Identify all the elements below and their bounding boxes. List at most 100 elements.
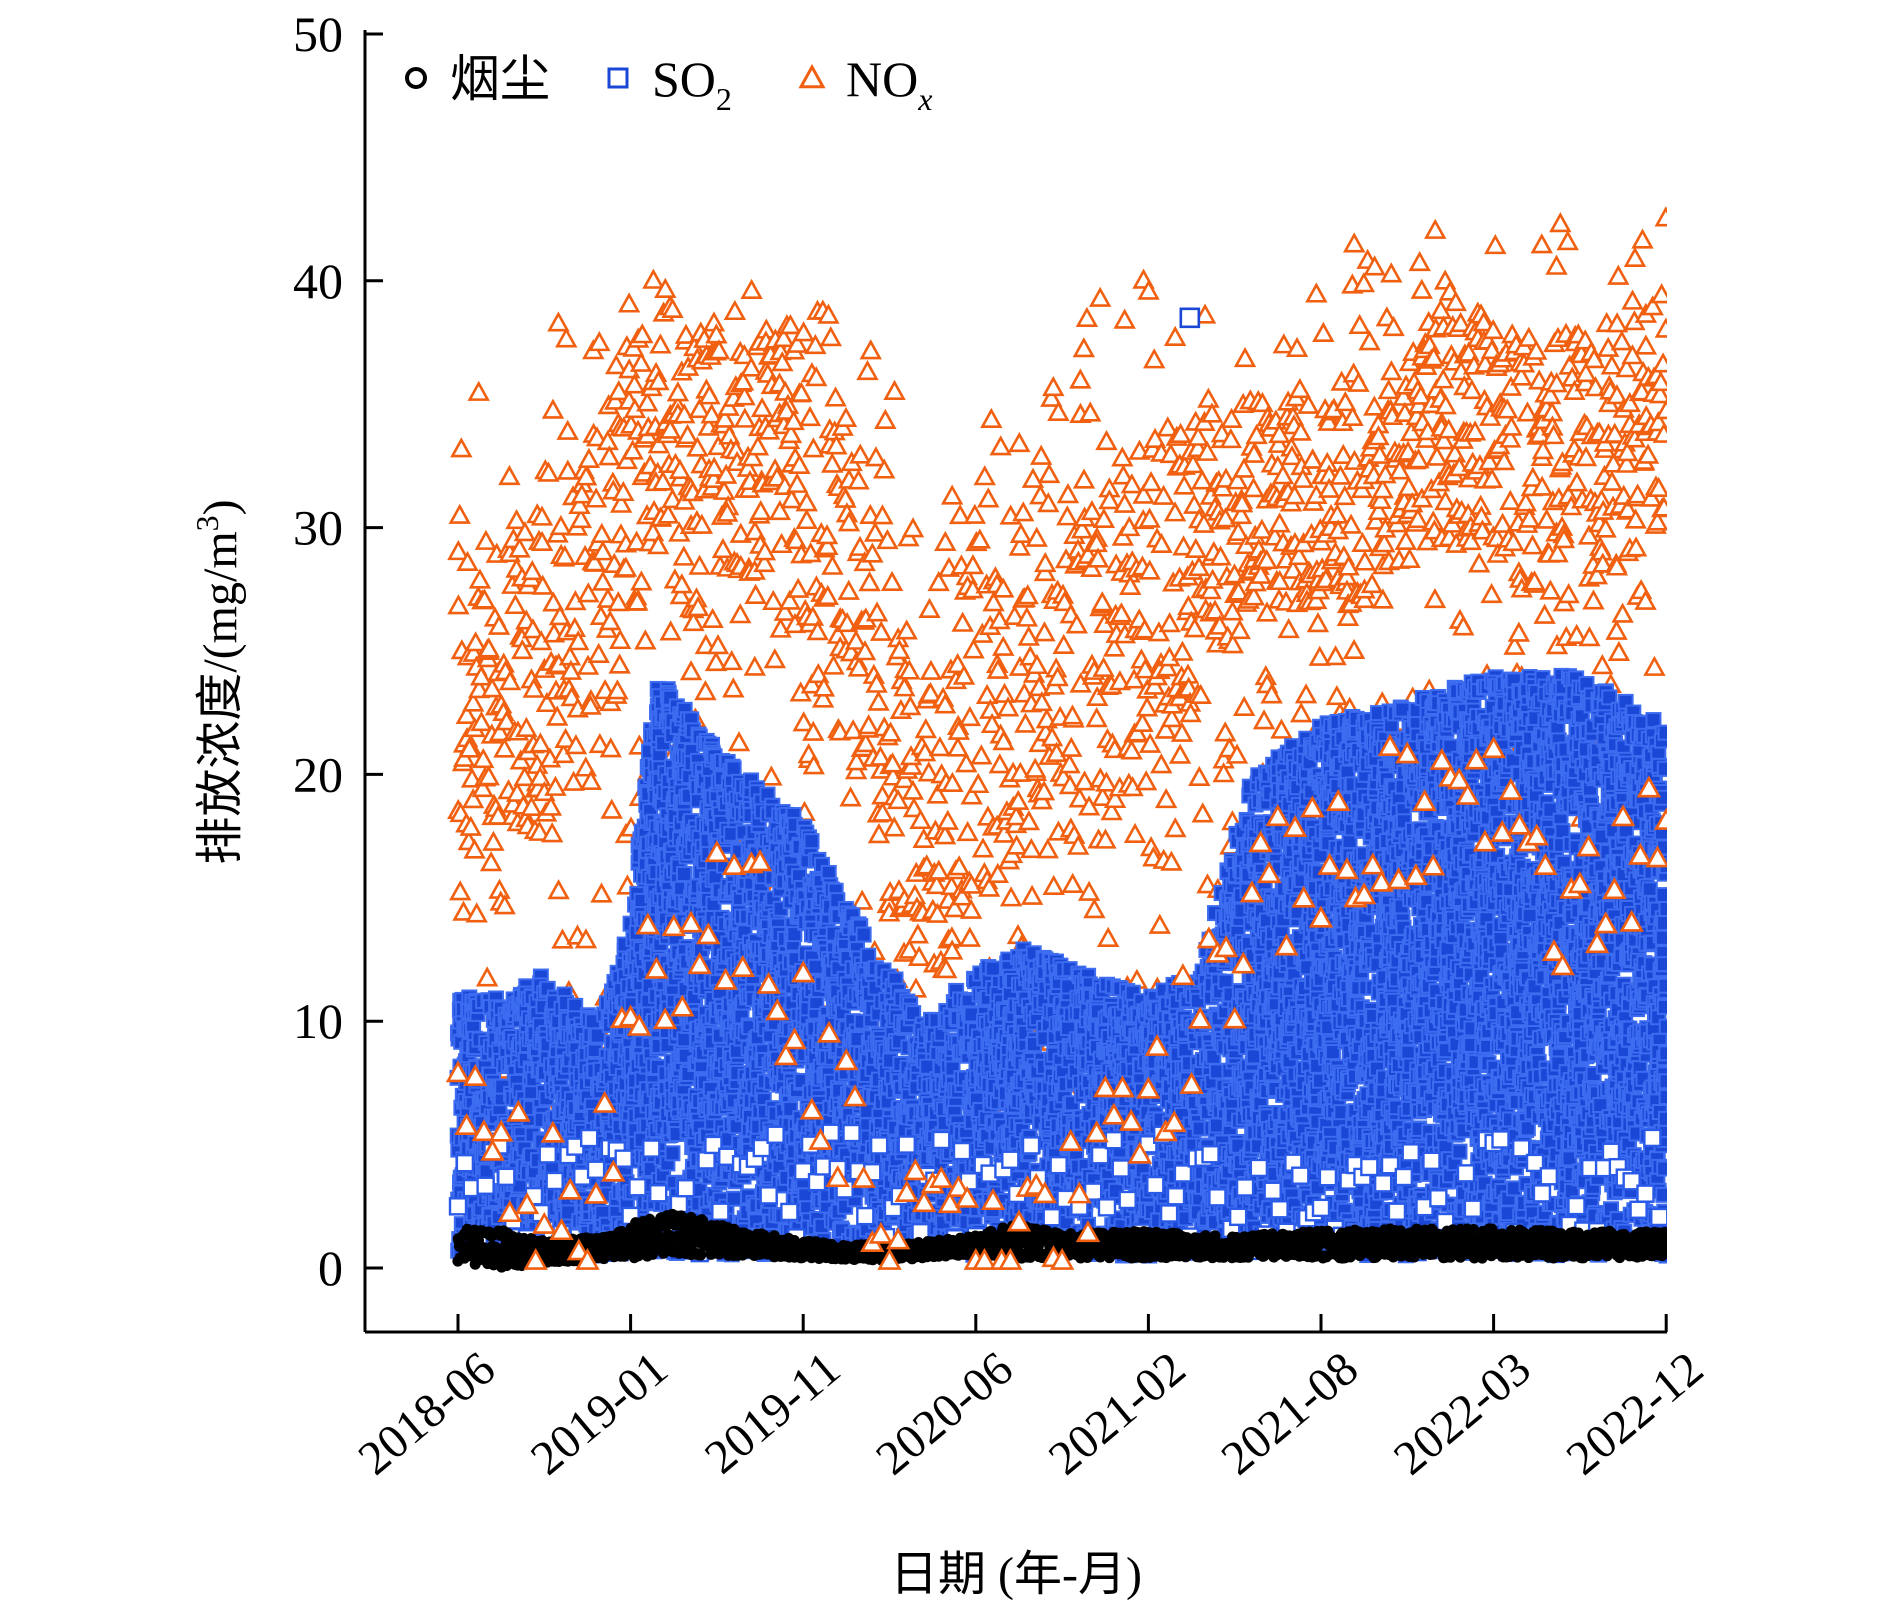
nox-point bbox=[1333, 484, 1356, 506]
nox-point bbox=[863, 521, 887, 542]
nox-point bbox=[549, 514, 573, 536]
nox-point bbox=[704, 650, 728, 672]
nox-point bbox=[1139, 471, 1163, 492]
nox-point bbox=[757, 419, 781, 440]
nox-point bbox=[1150, 532, 1173, 553]
nox-point bbox=[960, 784, 983, 805]
nox-point bbox=[672, 545, 696, 566]
nox-point bbox=[1008, 431, 1031, 453]
nox-point bbox=[1233, 346, 1257, 368]
nox-point bbox=[570, 483, 594, 504]
nox-point bbox=[1199, 579, 1222, 600]
nox-point bbox=[1424, 218, 1447, 239]
nox-point bbox=[1025, 653, 1049, 675]
nox-point bbox=[576, 654, 600, 675]
so2-point bbox=[675, 866, 692, 883]
nox-point bbox=[1410, 278, 1433, 299]
nox-point bbox=[1132, 483, 1155, 504]
nox-point bbox=[1277, 617, 1300, 639]
nox-point bbox=[567, 630, 590, 651]
nox-point bbox=[1301, 448, 1324, 469]
nox-point bbox=[465, 902, 488, 923]
nox-point bbox=[1037, 462, 1061, 484]
nox-point bbox=[1341, 405, 1364, 427]
nox-point bbox=[587, 642, 610, 663]
nox-point bbox=[899, 695, 922, 716]
nox-point bbox=[1380, 262, 1403, 283]
nox-point bbox=[1012, 501, 1035, 522]
nox-point bbox=[1042, 874, 1065, 896]
nox-point bbox=[544, 775, 567, 796]
nox-point bbox=[625, 530, 648, 551]
so2-point bbox=[855, 926, 872, 943]
nox-point bbox=[607, 591, 630, 612]
nox-point bbox=[541, 398, 565, 419]
nox-point bbox=[598, 610, 622, 631]
so2-point bbox=[807, 958, 824, 975]
nox-point bbox=[1094, 828, 1117, 849]
nox-point bbox=[562, 770, 585, 791]
nox-point bbox=[1227, 520, 1250, 541]
nox-point bbox=[1308, 645, 1331, 666]
nox-point bbox=[935, 958, 958, 979]
nox-point bbox=[821, 554, 844, 575]
nox-point bbox=[850, 889, 874, 910]
nox-point bbox=[847, 469, 870, 490]
nox-point bbox=[982, 591, 1005, 612]
nox-point bbox=[1200, 402, 1224, 423]
nox-point bbox=[989, 435, 1012, 456]
nox-point bbox=[812, 676, 836, 697]
nox-point bbox=[458, 737, 481, 758]
nox-point bbox=[472, 747, 495, 769]
nox-point bbox=[1040, 726, 1064, 747]
nox-point bbox=[1025, 526, 1048, 547]
nox-point bbox=[1499, 489, 1522, 510]
nox-point bbox=[1281, 558, 1305, 579]
nox-point bbox=[1380, 360, 1403, 381]
nox-point bbox=[1092, 656, 1115, 677]
nox-point bbox=[961, 554, 985, 575]
nox-point bbox=[559, 659, 583, 680]
nox-point bbox=[1154, 788, 1178, 809]
nox-point bbox=[772, 326, 795, 348]
nox-point bbox=[1650, 283, 1667, 304]
nox-point bbox=[1036, 838, 1059, 859]
nox-point bbox=[477, 637, 500, 658]
nox-point bbox=[698, 384, 721, 405]
nox-point bbox=[1272, 333, 1296, 354]
nox-point bbox=[452, 900, 475, 921]
nox-point bbox=[958, 705, 982, 727]
nox-point bbox=[1080, 500, 1104, 521]
nox-point bbox=[1220, 407, 1243, 428]
nox-point bbox=[634, 629, 657, 650]
nox-point bbox=[821, 452, 844, 473]
nox-point bbox=[555, 327, 578, 348]
nox-point bbox=[1251, 391, 1274, 413]
nox-point bbox=[867, 690, 890, 711]
nox-point bbox=[854, 732, 877, 753]
nox-point bbox=[986, 862, 1009, 883]
nox-point bbox=[1252, 709, 1276, 730]
nox-point bbox=[856, 359, 879, 381]
nox-point bbox=[521, 618, 545, 639]
nox-point bbox=[811, 687, 835, 708]
nox-point bbox=[1005, 834, 1028, 855]
nox-point bbox=[853, 640, 877, 661]
nox-point bbox=[1367, 499, 1390, 521]
nox-point bbox=[1143, 348, 1166, 369]
nox-point bbox=[1184, 537, 1208, 559]
nox-point bbox=[992, 822, 1016, 843]
nox-point bbox=[1271, 464, 1295, 485]
nox-point bbox=[707, 434, 730, 456]
nox-point bbox=[1079, 401, 1102, 422]
nox-point bbox=[1255, 548, 1278, 570]
nox-point bbox=[1085, 685, 1109, 706]
nox-point bbox=[959, 898, 983, 919]
nox-point bbox=[629, 351, 653, 372]
nox-point bbox=[1160, 850, 1183, 871]
nox-point bbox=[1249, 563, 1272, 584]
nox-point bbox=[604, 354, 628, 375]
nox-point bbox=[947, 855, 971, 876]
nox-point bbox=[1484, 233, 1507, 255]
nox-point bbox=[743, 655, 766, 676]
